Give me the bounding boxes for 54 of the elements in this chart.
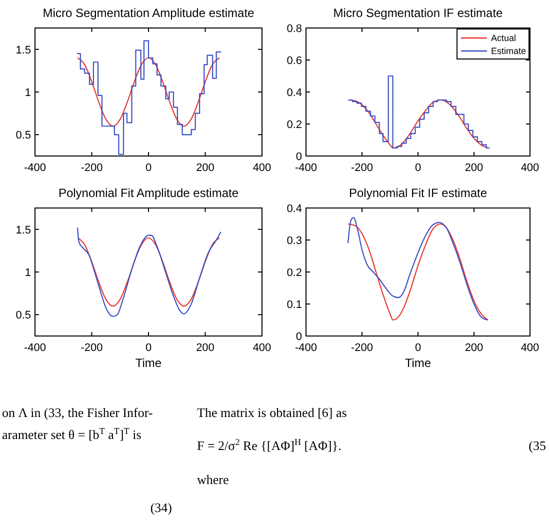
y-tick-label: 1.5 [16, 224, 31, 236]
x-tick-label: 0 [414, 342, 422, 354]
text: arameter set θ = [b$^{T}$ a$^{T}$]$^{T}$ is [2, 426, 142, 442]
chart-title: Micro Segmentation IF estimate [333, 6, 504, 20]
line-series [77, 227, 222, 317]
y-tick-label: 0.2 [286, 267, 302, 279]
x-tick-label: -400 [24, 162, 46, 174]
x-tick-label: 200 [196, 342, 214, 354]
x-tick-label: -200 [350, 162, 374, 174]
x-tick-label: 400 [252, 162, 272, 174]
x-tick-label: -400 [294, 342, 318, 354]
text: on Λ in (33, the Fisher Infor- [2, 405, 153, 420]
x-tick-label: 200 [464, 342, 484, 354]
y-tick-label: 0.6 [286, 55, 302, 67]
x-tick-label: -200 [80, 162, 103, 174]
x-tick-label: 0 [414, 162, 422, 174]
y-tick-label: 0.5 [16, 130, 31, 142]
y-tick-label: 1 [24, 87, 31, 99]
x-tick-label: 0 [145, 342, 152, 354]
text: The matrix is obtained [6] as [197, 405, 347, 420]
x-tick-label: -400 [24, 342, 46, 354]
line-series [77, 237, 220, 307]
x-tick-label: 400 [520, 342, 540, 354]
y-tick-label: 1 [24, 267, 31, 279]
y-tick-label: 0 [296, 151, 302, 163]
x-tick-label: 0 [145, 162, 152, 174]
x-tick-label: -200 [80, 342, 103, 354]
x-tick-label: -200 [350, 342, 374, 354]
chart-title: Polynomial Fit IF estimate [348, 186, 488, 200]
legend-label: Actual [491, 33, 516, 43]
y-tick-label: 0 [296, 331, 302, 343]
x-tick-label: 200 [196, 162, 214, 174]
chart-title: Micro Segmentation Amplitude estimate [42, 6, 255, 20]
y-tick-label: 0.2 [286, 119, 302, 131]
x-axis-title: Time [135, 356, 162, 370]
text: F = 2/σ$^{2}$ Re {[AΦ]$^{H}$ [AΦ]}. [197, 437, 342, 453]
line-series [77, 57, 220, 127]
y-tick-label: 0.4 [286, 203, 302, 215]
legend-label: Estimate [491, 46, 526, 56]
y-tick-label: 0.8 [286, 23, 302, 35]
y-tick-label: 0.1 [286, 299, 302, 311]
y-tick-label: 0.3 [286, 235, 302, 247]
y-tick-label: 0.4 [286, 87, 302, 99]
x-tick-label: -400 [294, 162, 318, 174]
x-axis-title: Time [404, 356, 432, 370]
chart-title: Polynomial Fit Amplitude estimate [58, 186, 239, 200]
text: (34) [150, 500, 172, 515]
y-tick-label: 0.5 [16, 310, 31, 322]
text: (35 [528, 438, 546, 453]
y-tick-label: 1.5 [16, 44, 31, 56]
x-tick-label: 200 [464, 162, 484, 174]
x-tick-label: 400 [252, 342, 272, 354]
text: where [197, 472, 229, 487]
x-tick-label: 400 [520, 162, 540, 174]
